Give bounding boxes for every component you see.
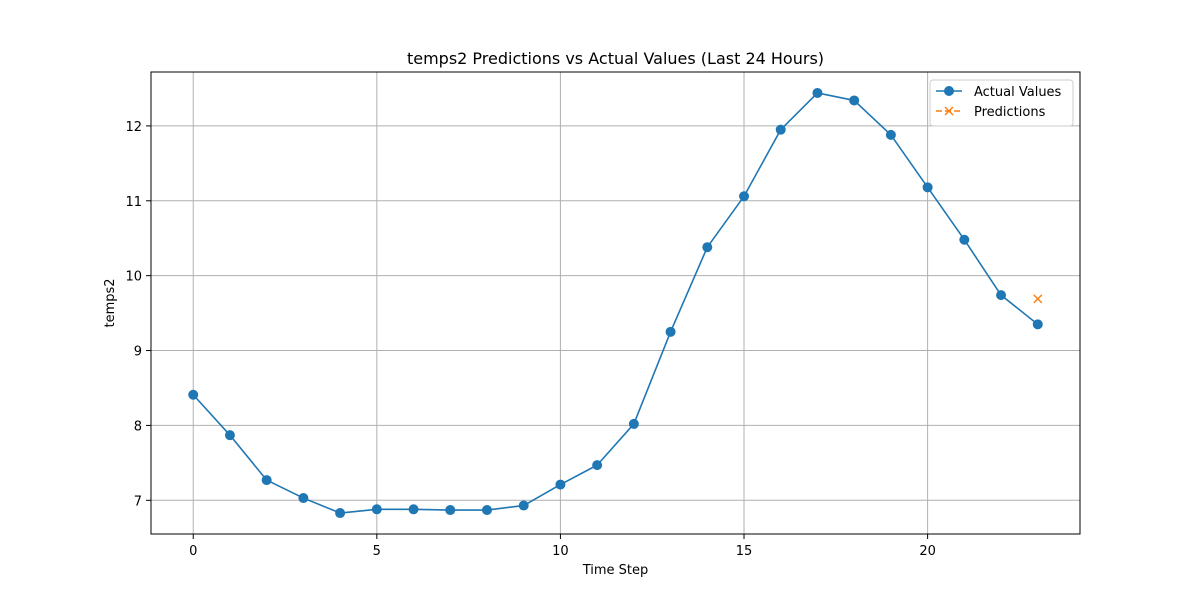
y-tick-label: 11	[125, 195, 142, 210]
axis-ticks: 0 5 10 15 20 7 8 9 10 11 12	[125, 120, 935, 559]
data-point-actual-values	[335, 508, 346, 519]
data-point-actual-values	[481, 505, 492, 516]
data-point-actual-values	[702, 242, 713, 253]
data-point-actual-values	[1032, 319, 1043, 330]
data-point-actual-values	[188, 389, 199, 400]
data-point-actual-values	[592, 460, 603, 471]
data-point-actual-values	[775, 124, 786, 135]
series-actual-values	[188, 87, 1043, 519]
x-tick-label: 20	[919, 544, 936, 559]
data-point-actual-values	[812, 87, 823, 98]
legend-box	[929, 79, 1074, 127]
data-point-actual-values	[298, 493, 309, 504]
plot-area-frame	[150, 71, 1081, 535]
data-point-actual-values	[224, 430, 235, 441]
data-point-actual-values	[922, 182, 933, 193]
grid-lines	[151, 72, 1080, 534]
data-point-actual-values	[555, 479, 566, 490]
legend-swatch-marker	[944, 86, 954, 96]
data-point-actual-values	[885, 129, 896, 140]
x-tick-label: 10	[552, 544, 569, 559]
chart-title: temps2 Predictions vs Actual Values (Las…	[407, 49, 824, 68]
y-tick-label: 9	[134, 345, 142, 360]
series-predictions	[1033, 294, 1043, 304]
legend-item-actual-values: Actual Values	[936, 85, 1062, 100]
data-point-actual-values	[996, 290, 1007, 301]
data-point-actual-values	[408, 504, 419, 515]
x-axis-label: Time Step	[582, 563, 649, 578]
legend: Actual Values Predictions	[929, 79, 1074, 127]
legend-label: Predictions	[974, 105, 1046, 120]
data-point-actual-values	[739, 191, 750, 202]
data-point-actual-values	[849, 95, 860, 106]
y-tick-label: 12	[125, 120, 142, 135]
data-point-actual-values	[371, 504, 382, 515]
y-axis-label: temps2	[103, 278, 118, 327]
data-point-actual-values	[959, 234, 970, 245]
legend-items: Actual Values Predictions	[936, 85, 1062, 120]
x-tick-label: 5	[373, 544, 381, 559]
x-tick-label: 0	[189, 544, 197, 559]
data-point-actual-values	[628, 418, 639, 429]
data-point-actual-values	[445, 505, 456, 516]
x-tick-label: 15	[736, 544, 753, 559]
series-line-actual-values	[192, 92, 1039, 514]
y-tick-label: 8	[134, 419, 142, 434]
data-point-actual-values	[665, 326, 676, 337]
y-tick-label: 10	[125, 270, 142, 285]
legend-label: Actual Values	[974, 85, 1062, 100]
y-tick-label: 7	[134, 494, 142, 509]
legend-swatch-marker	[944, 106, 954, 116]
data-point-actual-values	[261, 475, 272, 486]
data-point-predictions	[1033, 294, 1043, 304]
data-point-actual-values	[518, 500, 529, 511]
legend-item-predictions: Predictions	[936, 105, 1046, 120]
legend-swatch-marker-stroke	[944, 106, 954, 116]
data-point-predictions-stroke	[1033, 294, 1043, 304]
data-series	[188, 87, 1043, 519]
